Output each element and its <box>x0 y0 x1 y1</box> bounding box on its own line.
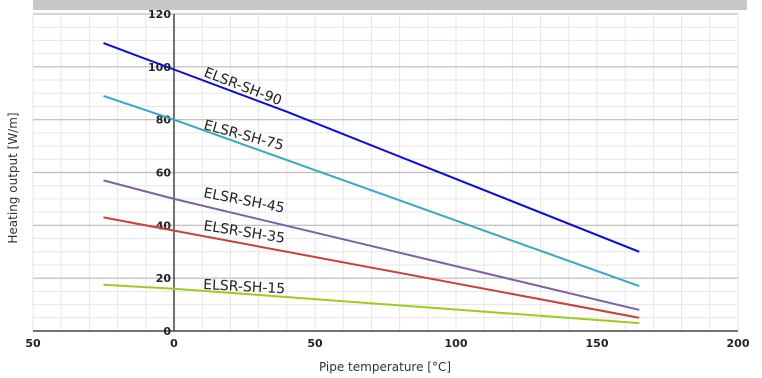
x-tick-label: 200 <box>727 337 750 350</box>
series-line-elsr-sh-45 <box>103 179 640 311</box>
series-line-elsr-sh-35 <box>103 216 640 319</box>
x-tick-label: 150 <box>586 337 609 350</box>
series-line-elsr-sh-90 <box>103 42 640 253</box>
series-lines <box>103 42 640 325</box>
top-band <box>33 0 747 10</box>
x-tick-label: 100 <box>445 337 468 350</box>
x-tick-labels: 50 0 50 100 150 200 <box>25 337 749 350</box>
x-tick-label: 0 <box>170 337 178 350</box>
y-tick-label: 20 <box>156 272 172 285</box>
series-label-elsr-sh-90: ELSR-SH-90 <box>202 65 284 109</box>
x-axis-title: Pipe temperature [°C] <box>319 360 451 374</box>
y-tick-label: 0 <box>163 325 171 338</box>
x-tick-label: 50 <box>25 337 41 350</box>
series-label-elsr-sh-15: ELSR-SH-15 <box>203 277 286 297</box>
y-axis-title: Heating output [W/m] <box>6 112 20 243</box>
x-tick-label: 50 <box>307 337 323 350</box>
series-label-elsr-sh-75: ELSR-SH-75 <box>202 117 285 154</box>
y-tick-label: 60 <box>156 167 172 180</box>
series-line-elsr-sh-75 <box>103 94 640 288</box>
y-tick-label: 100 <box>148 61 171 74</box>
series-line-elsr-sh-15 <box>103 283 640 325</box>
y-tick-label: 120 <box>148 8 171 21</box>
